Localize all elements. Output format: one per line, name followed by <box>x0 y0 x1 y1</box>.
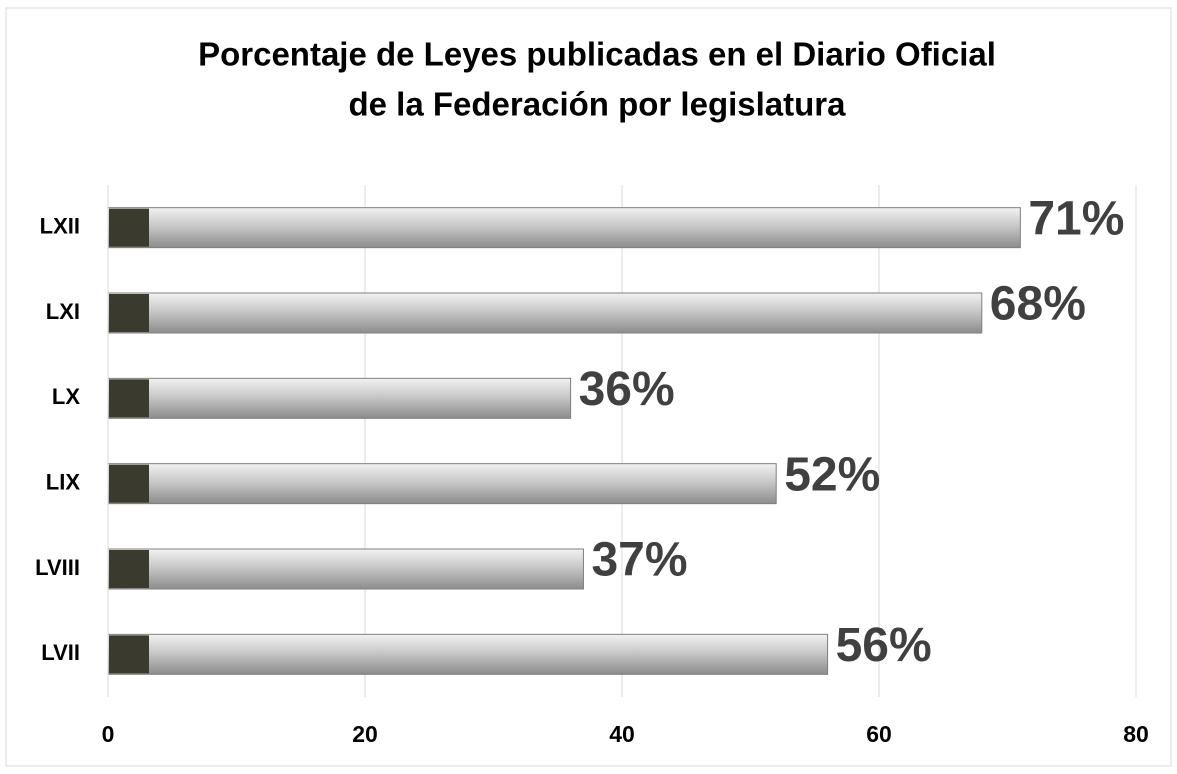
y-tick-label: LIX <box>46 469 81 494</box>
value-label: 71% <box>1028 192 1124 245</box>
portrait <box>109 294 149 332</box>
y-tick-label: LVII <box>41 640 80 665</box>
value-label: 36% <box>579 363 675 416</box>
portrait <box>109 550 149 588</box>
portrait <box>109 209 149 247</box>
x-tick-label: 40 <box>609 721 635 747</box>
y-tick-label: LX <box>52 384 80 409</box>
bar <box>108 293 982 333</box>
x-tick-label: 80 <box>1123 721 1149 747</box>
portrait <box>109 379 149 417</box>
value-label: 56% <box>836 619 932 672</box>
x-tick-label: 60 <box>866 721 892 747</box>
chart-title: de la Federación por legislatura <box>349 86 847 123</box>
portrait <box>109 465 149 503</box>
x-tick-label: 0 <box>102 721 115 747</box>
value-label: 68% <box>990 278 1086 331</box>
page: {"chart_data": {"type": "barh", "title":… <box>0 0 1177 774</box>
y-tick-label: LXII <box>40 213 80 238</box>
chart: Porcentaje de Leyes publicadas en el Dia… <box>0 0 1177 774</box>
value-label: 52% <box>784 448 880 501</box>
value-label: 37% <box>591 534 687 587</box>
bar <box>108 634 828 674</box>
bar <box>108 378 571 418</box>
y-tick-label: LVIII <box>35 555 80 580</box>
x-tick-label: 20 <box>352 721 378 747</box>
portrait <box>109 635 149 673</box>
y-tick-label: LXI <box>46 299 80 324</box>
chart-title: Porcentaje de Leyes publicadas en el Dia… <box>198 36 996 73</box>
bar <box>108 464 776 504</box>
bar <box>108 208 1020 248</box>
bar <box>108 549 583 589</box>
